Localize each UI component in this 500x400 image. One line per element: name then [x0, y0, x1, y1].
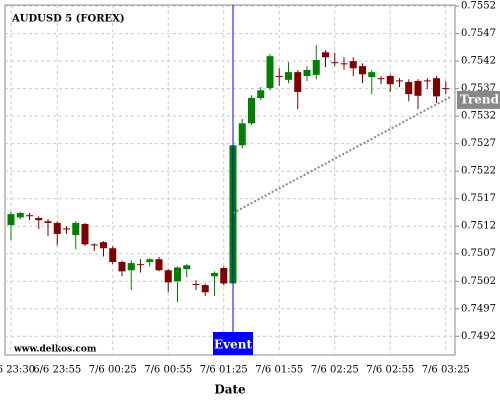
candle-body — [146, 259, 154, 262]
candle-body — [90, 244, 98, 246]
x-tick-label: 7/6 02:25 — [311, 365, 359, 376]
candle-body — [155, 259, 163, 271]
candle-body — [220, 268, 228, 284]
candle-body — [340, 63, 348, 65]
y-tick-label: 0.7517 — [461, 193, 496, 204]
x-axis-label: Date — [214, 383, 246, 397]
candle-body — [433, 78, 440, 97]
candle-body — [192, 284, 200, 286]
y-tick-label: 0.7507 — [461, 248, 496, 259]
candle-body — [442, 88, 450, 90]
candle-body — [386, 75, 394, 85]
x-tick-label: 6/6 23:55 — [33, 365, 81, 376]
candle-body — [248, 98, 255, 124]
candle-body — [312, 60, 320, 75]
candle-body — [137, 264, 144, 266]
chart-title: AUDUSD 5 (FOREX) — [11, 14, 125, 25]
candle-body — [414, 80, 422, 96]
y-tick-label: 0.7527 — [461, 138, 496, 149]
candle-body — [164, 270, 172, 283]
trend-line — [232, 96, 451, 214]
candle-body — [53, 222, 61, 234]
candle-body — [100, 242, 107, 249]
candle-body — [72, 222, 80, 236]
watermark: www.delkos.com — [13, 345, 97, 355]
x-tick-label: 7/6 00:55 — [144, 365, 192, 376]
y-tick-label: 0.7492 — [461, 331, 496, 342]
x-tick-label: 7/6 01:25 — [200, 365, 248, 376]
y-tick-label: 0.7547 — [461, 28, 496, 39]
candle-body — [285, 72, 292, 80]
y-tick-label: 0.7502 — [461, 276, 496, 287]
candle-body — [201, 285, 209, 293]
candle-body — [322, 52, 329, 58]
candle-body — [44, 221, 52, 223]
candle-body — [109, 248, 117, 262]
candle-body — [211, 273, 218, 277]
trend-label: Trend — [460, 92, 500, 106]
y-tick-label: 0.7522 — [461, 166, 496, 177]
candle-body — [127, 263, 135, 271]
y-tick-label: 0.7537 — [461, 83, 496, 94]
candle-body — [35, 217, 43, 221]
candle-body — [405, 82, 413, 95]
candle-body — [238, 123, 246, 146]
candle-body — [275, 75, 283, 77]
candle-body — [368, 72, 376, 78]
candle-body — [396, 80, 403, 82]
y-tick-label: 0.7532 — [461, 111, 496, 122]
candle-body — [174, 267, 181, 282]
x-tick-label: 7/6 02:55 — [366, 365, 414, 376]
candle-body — [81, 224, 89, 245]
candle-body — [377, 78, 385, 80]
candle-body — [63, 228, 70, 230]
y-tick-label: 0.7552 — [461, 1, 496, 12]
x-tick-label: 6/6 23:30 — [0, 365, 35, 376]
candle-body — [331, 62, 339, 64]
y-tick-label: 0.7512 — [461, 221, 496, 232]
x-tick-label: 7/6 01:55 — [255, 365, 303, 376]
candle-body — [7, 214, 15, 226]
candle-body — [16, 213, 24, 218]
candle-body — [266, 56, 274, 89]
event-label-box — [213, 332, 253, 355]
candle-body — [183, 265, 191, 270]
candle-body — [118, 261, 126, 272]
x-tick-label: 7/6 00:25 — [89, 365, 137, 376]
trend-label-box — [457, 90, 500, 109]
candle-body — [257, 90, 265, 99]
candle-body — [359, 66, 366, 75]
event-label: Event — [214, 338, 252, 352]
candle-body — [303, 69, 311, 76]
x-tick-label: 7/6 03:25 — [422, 365, 470, 376]
candle-body — [349, 61, 357, 69]
y-tick-label: 0.7497 — [461, 303, 496, 314]
candle-body — [294, 72, 302, 92]
candle-body — [26, 215, 33, 217]
y-tick-label: 0.7542 — [461, 56, 496, 67]
candle-body — [423, 80, 431, 82]
